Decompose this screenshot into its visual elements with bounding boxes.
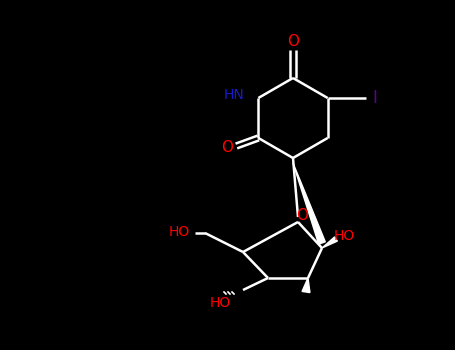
Polygon shape	[302, 278, 310, 293]
Text: O: O	[287, 34, 299, 49]
Text: HO: HO	[334, 229, 354, 243]
Text: HO: HO	[168, 225, 190, 239]
Text: HO: HO	[209, 296, 231, 310]
Polygon shape	[322, 237, 337, 248]
Text: HN: HN	[223, 88, 244, 102]
Text: I: I	[372, 89, 377, 107]
Text: O: O	[222, 140, 233, 155]
Polygon shape	[293, 163, 325, 244]
Text: O: O	[296, 208, 308, 223]
